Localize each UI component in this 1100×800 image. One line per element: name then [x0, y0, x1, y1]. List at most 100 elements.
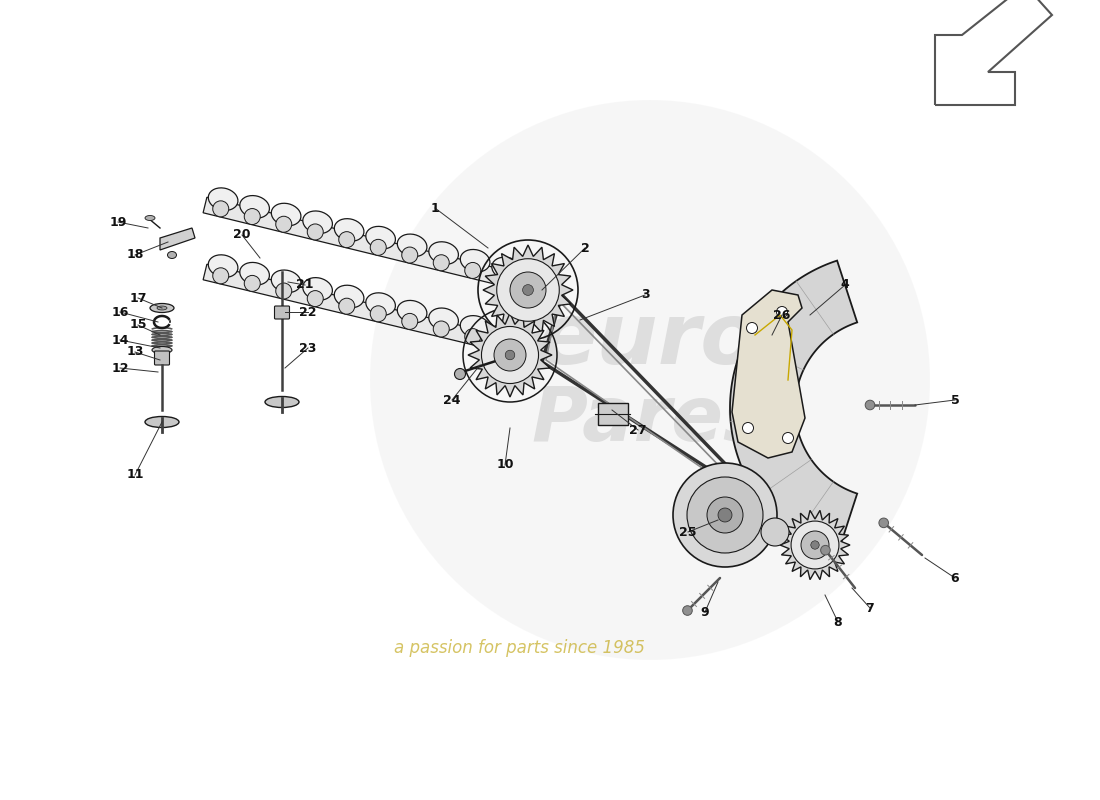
Ellipse shape: [302, 278, 332, 300]
Circle shape: [811, 541, 819, 549]
Text: 13: 13: [126, 346, 144, 358]
Polygon shape: [468, 313, 552, 397]
Text: 21: 21: [296, 278, 314, 291]
Ellipse shape: [272, 270, 301, 293]
Circle shape: [505, 350, 515, 360]
Ellipse shape: [265, 397, 299, 407]
Circle shape: [683, 606, 692, 615]
Text: 7: 7: [866, 602, 874, 614]
Text: 1: 1: [430, 202, 439, 214]
Ellipse shape: [272, 203, 301, 226]
Text: 25: 25: [680, 526, 696, 538]
Circle shape: [522, 285, 534, 295]
Circle shape: [370, 100, 929, 660]
Ellipse shape: [397, 301, 427, 323]
Circle shape: [777, 306, 788, 318]
Text: 9: 9: [701, 606, 710, 618]
Circle shape: [879, 518, 889, 528]
Circle shape: [433, 254, 449, 270]
Circle shape: [673, 463, 777, 567]
Text: 18: 18: [126, 249, 144, 262]
Circle shape: [496, 336, 513, 352]
Circle shape: [718, 508, 732, 522]
Ellipse shape: [302, 211, 332, 234]
Circle shape: [339, 298, 354, 314]
Text: 16: 16: [111, 306, 129, 318]
Text: 26: 26: [773, 309, 791, 322]
Circle shape: [371, 306, 386, 322]
Text: 4: 4: [840, 278, 849, 291]
Circle shape: [339, 232, 354, 248]
Circle shape: [482, 326, 539, 383]
Ellipse shape: [334, 286, 364, 308]
Circle shape: [866, 400, 874, 410]
Ellipse shape: [366, 226, 395, 249]
Text: 15: 15: [130, 318, 146, 331]
FancyBboxPatch shape: [275, 306, 289, 319]
Ellipse shape: [397, 234, 427, 257]
Ellipse shape: [157, 306, 167, 310]
Circle shape: [801, 531, 829, 559]
Ellipse shape: [240, 262, 270, 285]
Text: 3: 3: [640, 289, 649, 302]
Ellipse shape: [145, 417, 179, 427]
Ellipse shape: [492, 257, 521, 280]
Text: 10: 10: [496, 458, 514, 471]
Text: Pares: Pares: [531, 383, 769, 457]
Polygon shape: [483, 245, 573, 335]
Circle shape: [510, 272, 546, 308]
Circle shape: [307, 224, 323, 240]
Ellipse shape: [429, 308, 459, 330]
Circle shape: [747, 322, 758, 334]
Polygon shape: [780, 510, 850, 580]
Circle shape: [464, 262, 481, 278]
Polygon shape: [732, 290, 805, 458]
Circle shape: [782, 433, 793, 443]
Circle shape: [494, 339, 526, 371]
Text: 6: 6: [950, 571, 959, 585]
Text: 2: 2: [581, 242, 590, 254]
Text: euro: euro: [539, 298, 761, 382]
Text: a passion for parts since 1985: a passion for parts since 1985: [395, 639, 646, 657]
Ellipse shape: [240, 195, 270, 218]
Ellipse shape: [492, 323, 521, 346]
Circle shape: [307, 290, 323, 306]
Circle shape: [821, 546, 830, 555]
Text: 19: 19: [109, 215, 126, 229]
Circle shape: [742, 422, 754, 434]
Text: 8: 8: [834, 615, 843, 629]
Ellipse shape: [150, 303, 174, 313]
Circle shape: [688, 477, 763, 553]
Circle shape: [371, 239, 386, 255]
Ellipse shape: [208, 188, 238, 210]
Ellipse shape: [460, 250, 490, 272]
Circle shape: [212, 201, 229, 217]
Text: 22: 22: [299, 306, 317, 318]
Circle shape: [402, 314, 418, 330]
Circle shape: [276, 216, 292, 232]
Ellipse shape: [366, 293, 395, 315]
Circle shape: [707, 497, 743, 533]
Circle shape: [244, 275, 261, 291]
Ellipse shape: [429, 242, 459, 264]
Ellipse shape: [334, 218, 364, 241]
Circle shape: [402, 247, 418, 263]
Circle shape: [276, 283, 292, 299]
Ellipse shape: [208, 255, 238, 278]
Circle shape: [791, 521, 839, 569]
Ellipse shape: [152, 346, 172, 354]
FancyBboxPatch shape: [154, 351, 169, 365]
Text: 14: 14: [111, 334, 129, 346]
Circle shape: [212, 268, 229, 284]
Text: 11: 11: [126, 469, 144, 482]
Ellipse shape: [145, 215, 155, 221]
Ellipse shape: [460, 316, 490, 338]
Circle shape: [497, 258, 559, 322]
FancyBboxPatch shape: [598, 403, 628, 425]
Ellipse shape: [167, 251, 176, 258]
Circle shape: [244, 209, 261, 225]
Text: 27: 27: [629, 423, 647, 437]
Polygon shape: [204, 264, 521, 356]
Polygon shape: [730, 261, 857, 555]
Circle shape: [464, 329, 481, 345]
